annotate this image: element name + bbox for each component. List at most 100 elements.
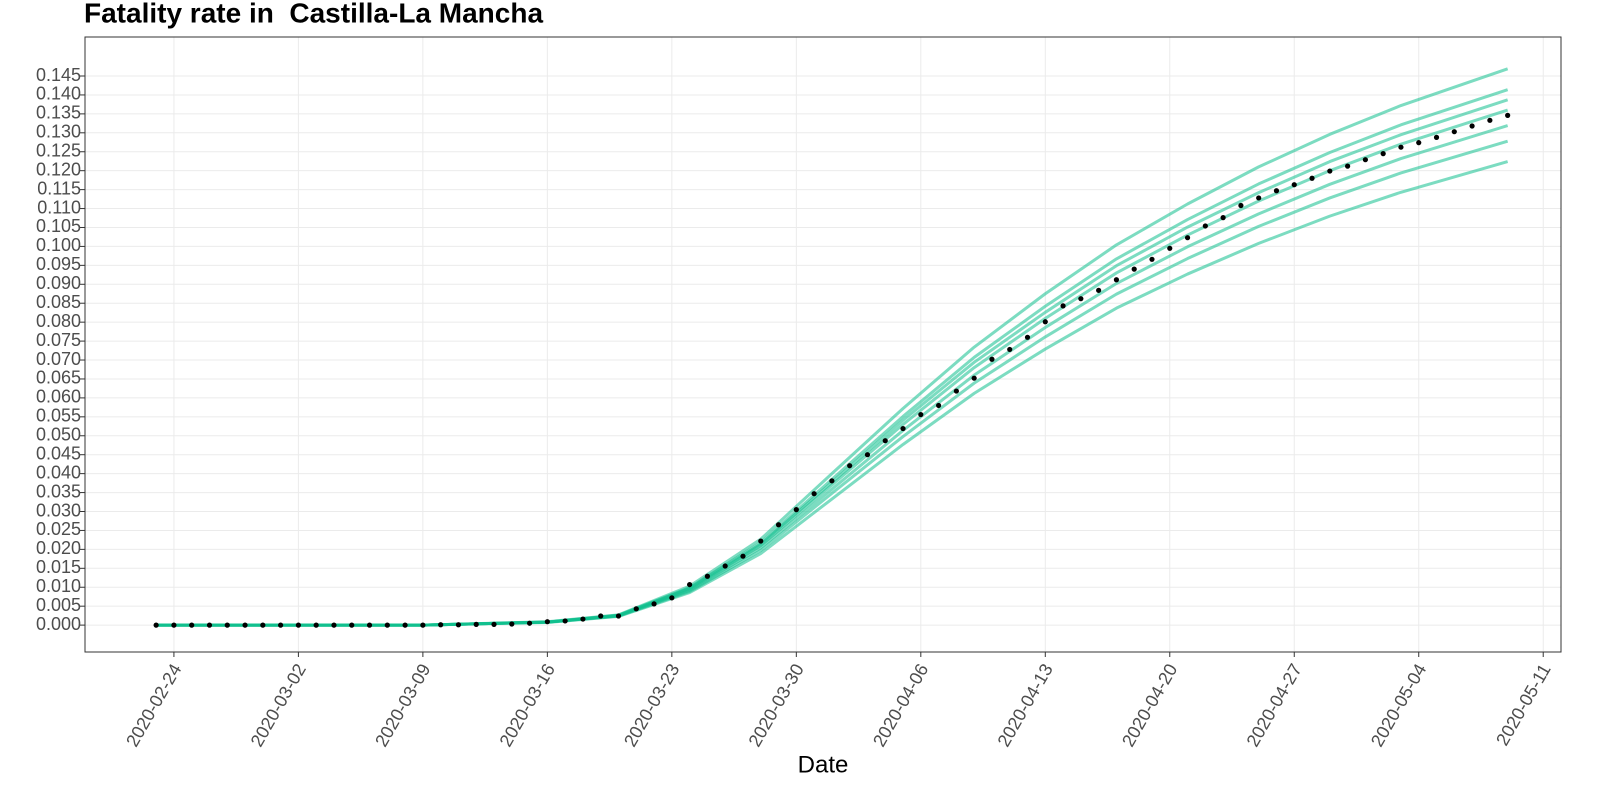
observed-point (793, 507, 799, 513)
observed-point (722, 563, 728, 569)
simulation-line (156, 67, 1509, 627)
x-tick-label: 2020-05-04 (1367, 660, 1430, 750)
y-tick-label: 0.040 (36, 462, 81, 482)
y-tick-label: 0.140 (36, 84, 81, 104)
y-tick-label: 0.135 (36, 103, 81, 123)
observed-point (758, 538, 764, 544)
simulation-line (156, 124, 1509, 627)
y-tick-label: 0.045 (36, 443, 81, 463)
observed-point (687, 581, 693, 588)
y-tick-label: 0.060 (36, 387, 81, 407)
observed-point (1451, 129, 1457, 135)
observed-point (509, 621, 515, 627)
observed-point (1096, 287, 1102, 293)
observed-point (295, 622, 301, 628)
observed-point (1398, 144, 1404, 150)
observed-point (544, 619, 550, 625)
observed-point (1309, 175, 1315, 181)
observed-point (1345, 163, 1351, 169)
observed-point (1362, 157, 1368, 163)
observed-point (331, 622, 337, 628)
y-tick-label: 0.020 (36, 538, 81, 558)
y-tick-label: 0.010 (36, 576, 81, 596)
x-tick-label: 2020-04-06 (869, 660, 932, 750)
y-tick-label: 0.100 (36, 235, 81, 255)
observed-point (526, 620, 533, 626)
observed-point (740, 553, 746, 559)
observed-point (633, 606, 639, 612)
observed-point (1149, 256, 1155, 262)
y-tick-label: 0.015 (36, 557, 81, 577)
observed-point (562, 618, 568, 624)
observed-point (1416, 140, 1422, 146)
observed-point (313, 622, 319, 628)
observed-point (1042, 319, 1048, 325)
y-tick-label: 0.080 (36, 311, 81, 331)
observed-point (473, 621, 479, 627)
observed-point (900, 425, 906, 432)
y-tick-label: 0.075 (36, 330, 81, 350)
observed-point (260, 622, 266, 628)
y-tick-label: 0.130 (36, 122, 81, 142)
x-tick-label: 2020-04-13 (994, 660, 1057, 750)
x-tick-label: 2020-04-20 (1118, 660, 1181, 750)
observed-point (438, 622, 444, 628)
x-tick-label: 2020-02-24 (122, 660, 185, 750)
y-tick-label: 0.125 (36, 140, 81, 160)
x-tick-label: 2020-03-02 (247, 660, 310, 750)
observed-point (615, 613, 622, 619)
y-tick-label: 0.120 (36, 159, 81, 179)
y-tick-label: 0.025 (36, 519, 81, 539)
chart-title: Fatality rate in Castilla-La Mancha (84, 0, 543, 28)
observed-point (580, 616, 586, 622)
y-tick-label: 0.065 (36, 368, 81, 388)
simulation-line (156, 98, 1509, 627)
observed-point (704, 573, 711, 579)
y-tick-label: 0.055 (36, 406, 81, 426)
y-tick-label: 0.000 (36, 614, 81, 634)
observed-point (1291, 182, 1297, 188)
x-tick-label: 2020-03-09 (371, 660, 434, 750)
observed-point (384, 622, 390, 628)
observed-point (1131, 266, 1137, 272)
observed-point (278, 622, 284, 628)
x-tick-label: 2020-03-30 (745, 660, 808, 750)
plot-border (84, 36, 1562, 653)
observed-point (1007, 346, 1013, 353)
observed-point (1184, 235, 1191, 241)
observed-point (598, 613, 604, 619)
observed-point (1220, 215, 1226, 221)
observed-point (1202, 223, 1208, 229)
y-tick-label: 0.115 (37, 178, 81, 198)
observed-point (366, 622, 373, 628)
observed-point (1433, 134, 1440, 140)
y-tick-label: 0.085 (36, 292, 81, 312)
observed-point (1113, 277, 1120, 283)
observed-point (1327, 168, 1333, 174)
y-tick-label: 0.145 (36, 65, 81, 85)
observed-point (1078, 296, 1084, 302)
y-tick-label: 0.050 (36, 425, 81, 445)
observed-point (1167, 245, 1173, 251)
simulation-line (156, 139, 1509, 627)
y-tick-label: 0.070 (36, 349, 81, 369)
y-tick-label: 0.110 (37, 197, 81, 217)
observed-point (935, 402, 942, 409)
observed-point (1469, 123, 1475, 129)
y-tick-label: 0.105 (36, 216, 81, 236)
observed-point (971, 375, 977, 381)
x-tick-label: 2020-04-27 (1242, 660, 1305, 750)
observed-point (420, 622, 426, 628)
observed-point (206, 622, 213, 628)
x-tick-label: 2020-05-11 (1492, 660, 1555, 749)
y-tick-label: 0.090 (36, 273, 81, 293)
observed-point (953, 388, 959, 394)
observed-point (189, 622, 195, 628)
y-tick-label: 0.030 (36, 500, 81, 520)
simulation-line (156, 160, 1509, 627)
y-tick-label: 0.035 (36, 481, 81, 501)
observed-point (864, 452, 871, 458)
observed-point (651, 601, 657, 607)
observed-point (1256, 195, 1262, 201)
